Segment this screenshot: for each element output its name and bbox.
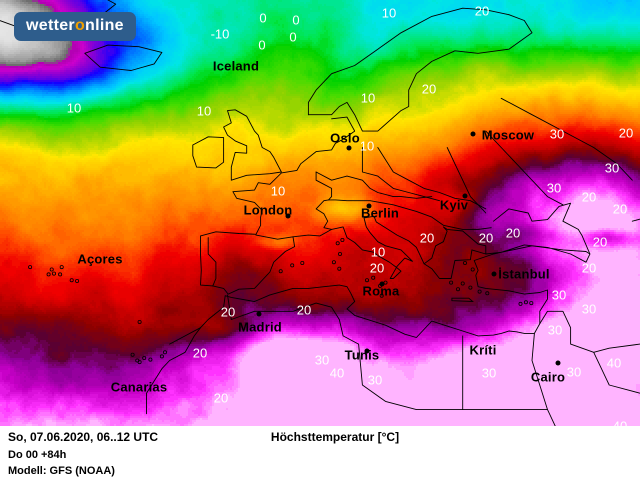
city-dot-tunis bbox=[364, 348, 370, 354]
city-label-roma: Roma bbox=[362, 283, 400, 299]
isoline-label: 20 bbox=[419, 230, 435, 246]
isoline-label: 40 bbox=[612, 418, 628, 427]
isoline-label: 20 bbox=[581, 260, 597, 276]
isoline-label: 10 bbox=[270, 183, 286, 199]
forecast-datetime: So, 07.06.2020, 06..12 UTC bbox=[8, 430, 159, 444]
isoline-label: 30 bbox=[566, 364, 582, 380]
isoline-label: -10 bbox=[210, 26, 230, 42]
city-label-istanbul: İstanbul bbox=[498, 266, 550, 282]
coastline-overlay bbox=[0, 0, 640, 426]
isoline-label: 30 bbox=[546, 180, 562, 196]
temperature-field bbox=[0, 0, 640, 426]
isoline-label: 30 bbox=[367, 372, 383, 388]
isoline-label: 30 bbox=[314, 352, 330, 368]
city-label-oslo: Oslo bbox=[330, 130, 360, 146]
legend-title: Höchsttemperatur [°C] bbox=[270, 430, 400, 444]
isoline-label: 0 bbox=[292, 12, 300, 28]
footer-bar: So, 07.06.2020, 06..12 UTC Do 00 +84h Mo… bbox=[0, 426, 640, 478]
isoline-label: 30 bbox=[481, 365, 497, 381]
isoline-label: 20 bbox=[505, 225, 521, 241]
city-dot-istanbul bbox=[491, 271, 497, 277]
city-label-cairo: Cairo bbox=[530, 369, 566, 385]
city-dot-moscow bbox=[470, 131, 476, 137]
isoline-label: 10 bbox=[66, 100, 82, 116]
isoline-label: 20 bbox=[478, 230, 494, 246]
isoline-label: 30 bbox=[551, 287, 567, 303]
city-dot-roma bbox=[379, 281, 385, 287]
city-dot-madrid bbox=[256, 311, 262, 317]
isoline-label: 10 bbox=[196, 103, 212, 119]
isoline-label: 20 bbox=[296, 302, 312, 318]
isoline-label: 20 bbox=[192, 345, 208, 361]
isoline-label: 20 bbox=[421, 81, 437, 97]
city-dot-kyiv bbox=[462, 193, 468, 199]
forecast-model: Modell: GFS (NOAA) bbox=[8, 465, 115, 477]
wetteronline-logo[interactable]: wetteronline bbox=[14, 12, 136, 41]
logo-text-tail: nline bbox=[85, 17, 124, 34]
isoline-label: 10 bbox=[360, 90, 376, 106]
isoline-label: 20 bbox=[474, 3, 490, 19]
isoline-label: 30 bbox=[581, 301, 597, 317]
city-dot-berlin bbox=[366, 203, 372, 209]
isoline-label: 30 bbox=[549, 126, 565, 142]
isoline-label: 10 bbox=[381, 5, 397, 21]
isoline-label: 40 bbox=[606, 355, 622, 371]
logo-text-main: wetter bbox=[26, 17, 75, 34]
isoline-label: 20 bbox=[581, 189, 597, 205]
city-label-kriti: Kríti bbox=[469, 342, 497, 358]
city-label-moscow: Moscow bbox=[481, 127, 535, 143]
isoline-label: 20 bbox=[369, 260, 385, 276]
isoline-label: 30 bbox=[604, 160, 620, 176]
city-dot-oslo bbox=[346, 145, 352, 151]
isoline-label: 10 bbox=[359, 138, 375, 154]
isoline-label: 20 bbox=[592, 234, 608, 250]
city-dot-london bbox=[285, 213, 291, 219]
isoline-label: 0 bbox=[289, 29, 297, 45]
city-label-canarias: Canarias bbox=[110, 379, 168, 395]
isoline-label: 20 bbox=[612, 201, 628, 217]
isoline-label: 0 bbox=[258, 37, 266, 53]
temperature-map[interactable]: Iceland Oslo Moscow London Berlin Kyiv Açores İ… bbox=[0, 0, 640, 426]
forecast-run: Do 00 +84h bbox=[8, 449, 67, 461]
isoline-label: 20 bbox=[220, 304, 236, 320]
isoline-label: 30 bbox=[547, 322, 563, 338]
city-label-madrid: Madrid bbox=[238, 319, 282, 335]
city-dot-cairo bbox=[555, 360, 561, 366]
isoline-label: 40 bbox=[329, 365, 345, 381]
city-label-london: London bbox=[243, 202, 293, 218]
isoline-label: 20 bbox=[618, 125, 634, 141]
city-label-berlin: Berlin bbox=[360, 205, 400, 221]
isoline-label: 0 bbox=[259, 10, 267, 26]
city-label-kyiv: Kyiv bbox=[439, 197, 469, 213]
isoline-label: 10 bbox=[370, 244, 386, 260]
city-label-acores: Açores bbox=[77, 251, 123, 267]
city-label-Iceland: Iceland bbox=[212, 58, 260, 74]
logo-text-accent: o bbox=[74, 17, 86, 34]
city-label-tunis: Tunis bbox=[344, 347, 380, 363]
isoline-label: 20 bbox=[213, 390, 229, 406]
